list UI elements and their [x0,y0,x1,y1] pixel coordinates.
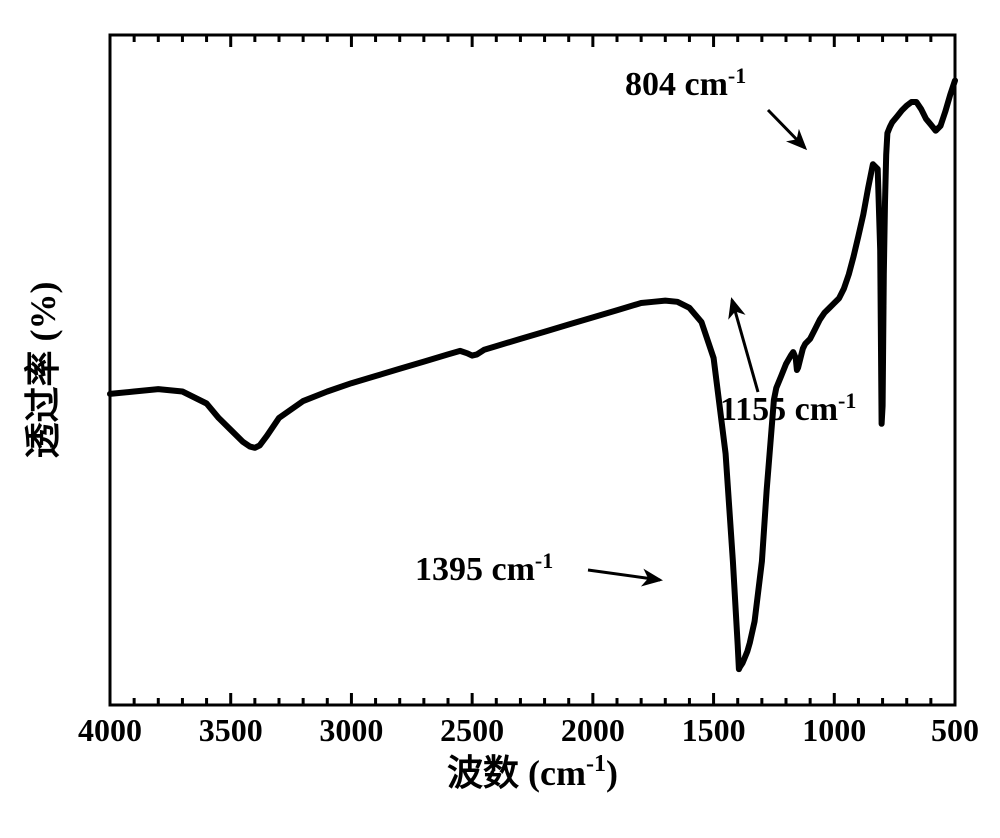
y-axis-title: 透过率 (%) [23,282,63,459]
x-tick-label: 2500 [440,712,504,748]
x-tick-label: 2000 [561,712,625,748]
x-tick-label: 3000 [319,712,383,748]
x-tick-label: 1000 [802,712,866,748]
x-tick-label: 3500 [199,712,263,748]
ftir-chart-container: 4000350030002500200015001000500波数 (cm-1)… [0,0,1000,838]
x-tick-label: 500 [931,712,979,748]
ann-1395-label: 1395 cm-1 [415,548,553,588]
x-tick-label: 1500 [682,712,746,748]
x-tick-label: 4000 [78,712,142,748]
ftir-chart-svg: 4000350030002500200015001000500波数 (cm-1)… [0,0,1000,838]
ann-1155-label: 1155 cm-1 [720,388,856,428]
